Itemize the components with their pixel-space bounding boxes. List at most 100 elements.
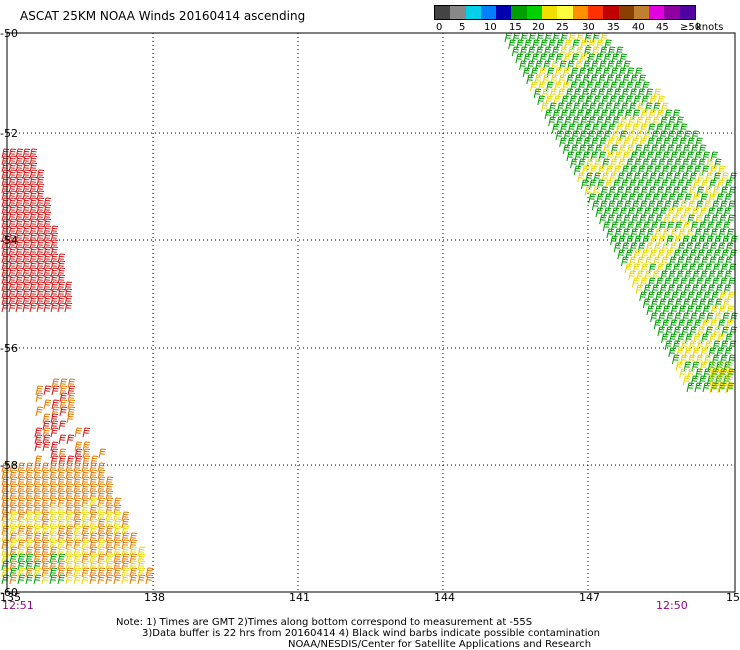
wind-barb — [57, 546, 66, 557]
wind-barb — [59, 392, 68, 403]
wind-barb — [607, 60, 615, 71]
wind-barb — [129, 567, 138, 578]
wind-barb — [647, 277, 656, 288]
wind-barb — [661, 242, 670, 253]
wind-barb — [596, 179, 605, 190]
wind-barb — [646, 305, 655, 316]
wind-barb — [29, 288, 38, 299]
wind-barb — [585, 172, 593, 183]
wind-barb — [583, 60, 591, 71]
wind-barb — [522, 67, 531, 78]
wind-barb — [621, 242, 630, 253]
wind-barb — [647, 137, 655, 148]
wind-barb — [628, 179, 637, 190]
wind-barb — [51, 406, 60, 417]
wind-barb — [43, 197, 52, 208]
wind-barb — [721, 326, 729, 337]
wind-barb — [50, 420, 59, 431]
wind-barb — [33, 518, 42, 529]
wind-barb — [607, 200, 616, 211]
wind-barb — [683, 361, 692, 372]
wind-barb — [105, 476, 114, 487]
wind-barb — [29, 155, 38, 166]
wind-barb — [58, 448, 67, 459]
wind-barb — [589, 88, 598, 99]
wind-barb — [720, 340, 729, 351]
wind-barb — [666, 144, 675, 155]
wind-barb — [29, 197, 38, 208]
wind-barb — [36, 288, 45, 299]
wind-barb — [49, 567, 58, 578]
wind-barb — [541, 88, 550, 99]
wind-barb — [65, 469, 74, 480]
latitude-tick-label: -60 — [0, 586, 18, 599]
wind-barb — [634, 235, 642, 246]
wind-barb — [697, 326, 705, 337]
wind-barb — [690, 221, 699, 232]
wind-barb — [519, 46, 528, 57]
wind-barb — [648, 186, 657, 197]
wind-barb — [105, 511, 114, 522]
wind-barb — [33, 469, 42, 480]
wind-barb — [647, 200, 656, 211]
wind-barb — [645, 88, 654, 99]
wind-barb — [34, 427, 43, 438]
wind-barb — [105, 490, 114, 501]
wind-barb — [89, 560, 98, 571]
wind-barb — [661, 165, 670, 176]
wind-barb — [674, 312, 682, 323]
wind-barb — [614, 228, 622, 239]
wind-barb — [59, 399, 68, 410]
wind-barb — [569, 81, 578, 92]
wind-barb — [523, 53, 531, 64]
wind-barb — [15, 218, 24, 229]
wind-barb — [73, 546, 82, 557]
wind-barb — [686, 305, 695, 316]
wind-barb — [714, 158, 722, 169]
wind-barb — [81, 497, 90, 508]
wind-barb — [677, 319, 686, 330]
wind-barb — [594, 158, 602, 169]
wind-barb — [82, 448, 91, 459]
wind-barb — [97, 469, 106, 480]
wind-barb — [121, 560, 130, 571]
wind-barb — [597, 88, 606, 99]
wind-barb — [29, 176, 38, 187]
wind-barb — [612, 116, 620, 127]
wind-barb — [65, 525, 74, 536]
wind-barbs — [1, 32, 738, 585]
wind-barb — [620, 102, 629, 113]
wind-barb — [599, 200, 608, 211]
wind-barb — [670, 151, 678, 162]
wind-barb — [537, 95, 545, 106]
wind-barb — [650, 158, 658, 169]
wind-barb — [534, 74, 542, 85]
wind-barb — [50, 455, 59, 466]
wind-barb — [685, 319, 694, 330]
wind-barb — [676, 116, 684, 127]
wind-barb — [65, 504, 74, 515]
wind-barb — [113, 497, 122, 508]
wind-barb — [639, 123, 648, 134]
wind-barb — [662, 305, 671, 316]
wind-barb — [710, 151, 718, 162]
wind-barb — [35, 406, 44, 417]
wind-barb — [637, 88, 646, 99]
wind-barb — [663, 214, 671, 225]
wind-barb — [9, 574, 18, 585]
wind-barb — [699, 284, 708, 295]
wind-barb — [603, 130, 612, 141]
wind-barb — [89, 567, 98, 578]
wind-barb — [113, 504, 122, 515]
wind-barb — [58, 434, 67, 445]
wind-barb — [8, 295, 17, 306]
wind-barb — [711, 354, 720, 365]
wind-barb — [700, 179, 709, 190]
color-scale-swatch — [618, 6, 634, 19]
wind-barb — [604, 193, 612, 204]
wind-barb — [660, 102, 669, 113]
wind-barb — [613, 242, 622, 253]
wind-barb — [726, 228, 734, 239]
wind-barb — [681, 172, 689, 183]
